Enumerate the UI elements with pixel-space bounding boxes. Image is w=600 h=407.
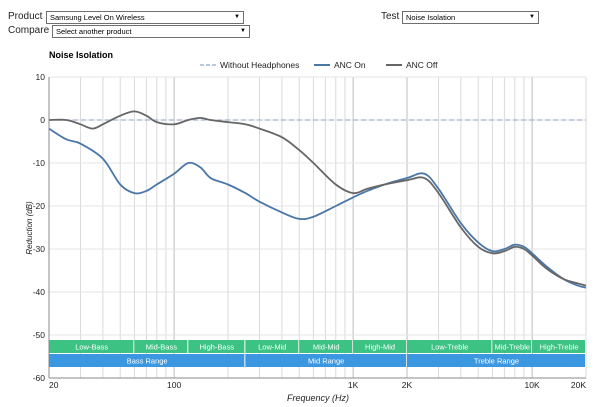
frequency-band-label: High-Mid	[365, 343, 395, 352]
x-tick-label: 2K	[402, 380, 413, 390]
frequency-band	[49, 340, 134, 353]
y-axis-label: Reduction (dB)	[25, 201, 34, 255]
test-select[interactable]: Noise Isolation ▼	[402, 11, 539, 24]
frequency-band-label: Mid-Bass	[146, 343, 178, 352]
chart-title: Noise Isolation	[49, 50, 113, 60]
frequency-band	[407, 340, 492, 353]
legend-label: ANC On	[334, 60, 366, 70]
frequency-band	[245, 340, 299, 353]
y-tick-label: -10	[33, 158, 46, 168]
y-tick-label: 10	[36, 72, 46, 82]
frequency-band-label: Mid-Treble	[494, 343, 530, 352]
frequency-band	[134, 340, 188, 353]
product-label: Product	[8, 11, 43, 22]
frequency-band-label: High-Treble	[540, 343, 579, 352]
product-select[interactable]: Samsung Level On Wireless ▼	[46, 11, 244, 24]
frequency-band	[188, 340, 245, 353]
y-tick-label: -40	[33, 287, 46, 297]
range-band	[245, 354, 406, 367]
y-tick-label: -50	[33, 330, 46, 340]
frequency-band-label: High-Bass	[200, 343, 235, 352]
series-line-anc-off	[48, 110, 587, 287]
test-label: Test	[381, 11, 400, 22]
y-tick-label: -30	[33, 244, 46, 254]
triangle-down-icon: ▼	[234, 14, 240, 20]
frequency-band	[353, 340, 406, 353]
x-tick-label: 100	[167, 380, 181, 390]
frequency-band	[492, 340, 532, 353]
triangle-down-icon: ▼	[529, 14, 535, 20]
x-tick-label: 1K	[348, 380, 359, 390]
y-tick-label: 0	[40, 115, 45, 125]
frequency-band-label: Low-Treble	[431, 343, 468, 352]
range-band	[49, 354, 245, 367]
triangle-down-icon: ▼	[240, 28, 246, 34]
range-band	[407, 354, 585, 367]
x-tick-label: 20K	[571, 380, 586, 390]
series-line-anc-on	[48, 127, 587, 289]
range-band-label: Treble Range	[474, 357, 519, 366]
frequency-band	[299, 340, 353, 353]
x-axis-label: Frequency (Hz)	[287, 393, 349, 403]
x-tick-label: 20	[49, 380, 59, 390]
test-select-value: Noise Isolation	[406, 13, 456, 22]
x-tick-label: 10K	[525, 380, 540, 390]
range-band-label: Mid Range	[308, 357, 344, 366]
frequency-band-label: Mid-Mid	[313, 343, 340, 352]
compare-select-value: Select another product	[56, 27, 132, 36]
range-band-label: Bass Range	[127, 357, 168, 366]
legend-label: ANC Off	[406, 60, 438, 70]
y-tick-label: -20	[33, 201, 46, 211]
compare-select[interactable]: Select another product ▼	[52, 25, 250, 38]
product-select-value: Samsung Level On Wireless	[50, 13, 145, 22]
y-tick-label: -60	[33, 373, 46, 383]
legend-label: Without Headphones	[220, 60, 299, 70]
frequency-band	[532, 340, 585, 353]
frequency-band-label: Low-Mid	[258, 343, 286, 352]
compare-label: Compare	[8, 25, 50, 36]
frequency-band-label: Low-Bass	[75, 343, 108, 352]
noise-isolation-chart: Noise Isolation Low-Bass Mid-Bass High-Bas…	[25, 50, 587, 403]
